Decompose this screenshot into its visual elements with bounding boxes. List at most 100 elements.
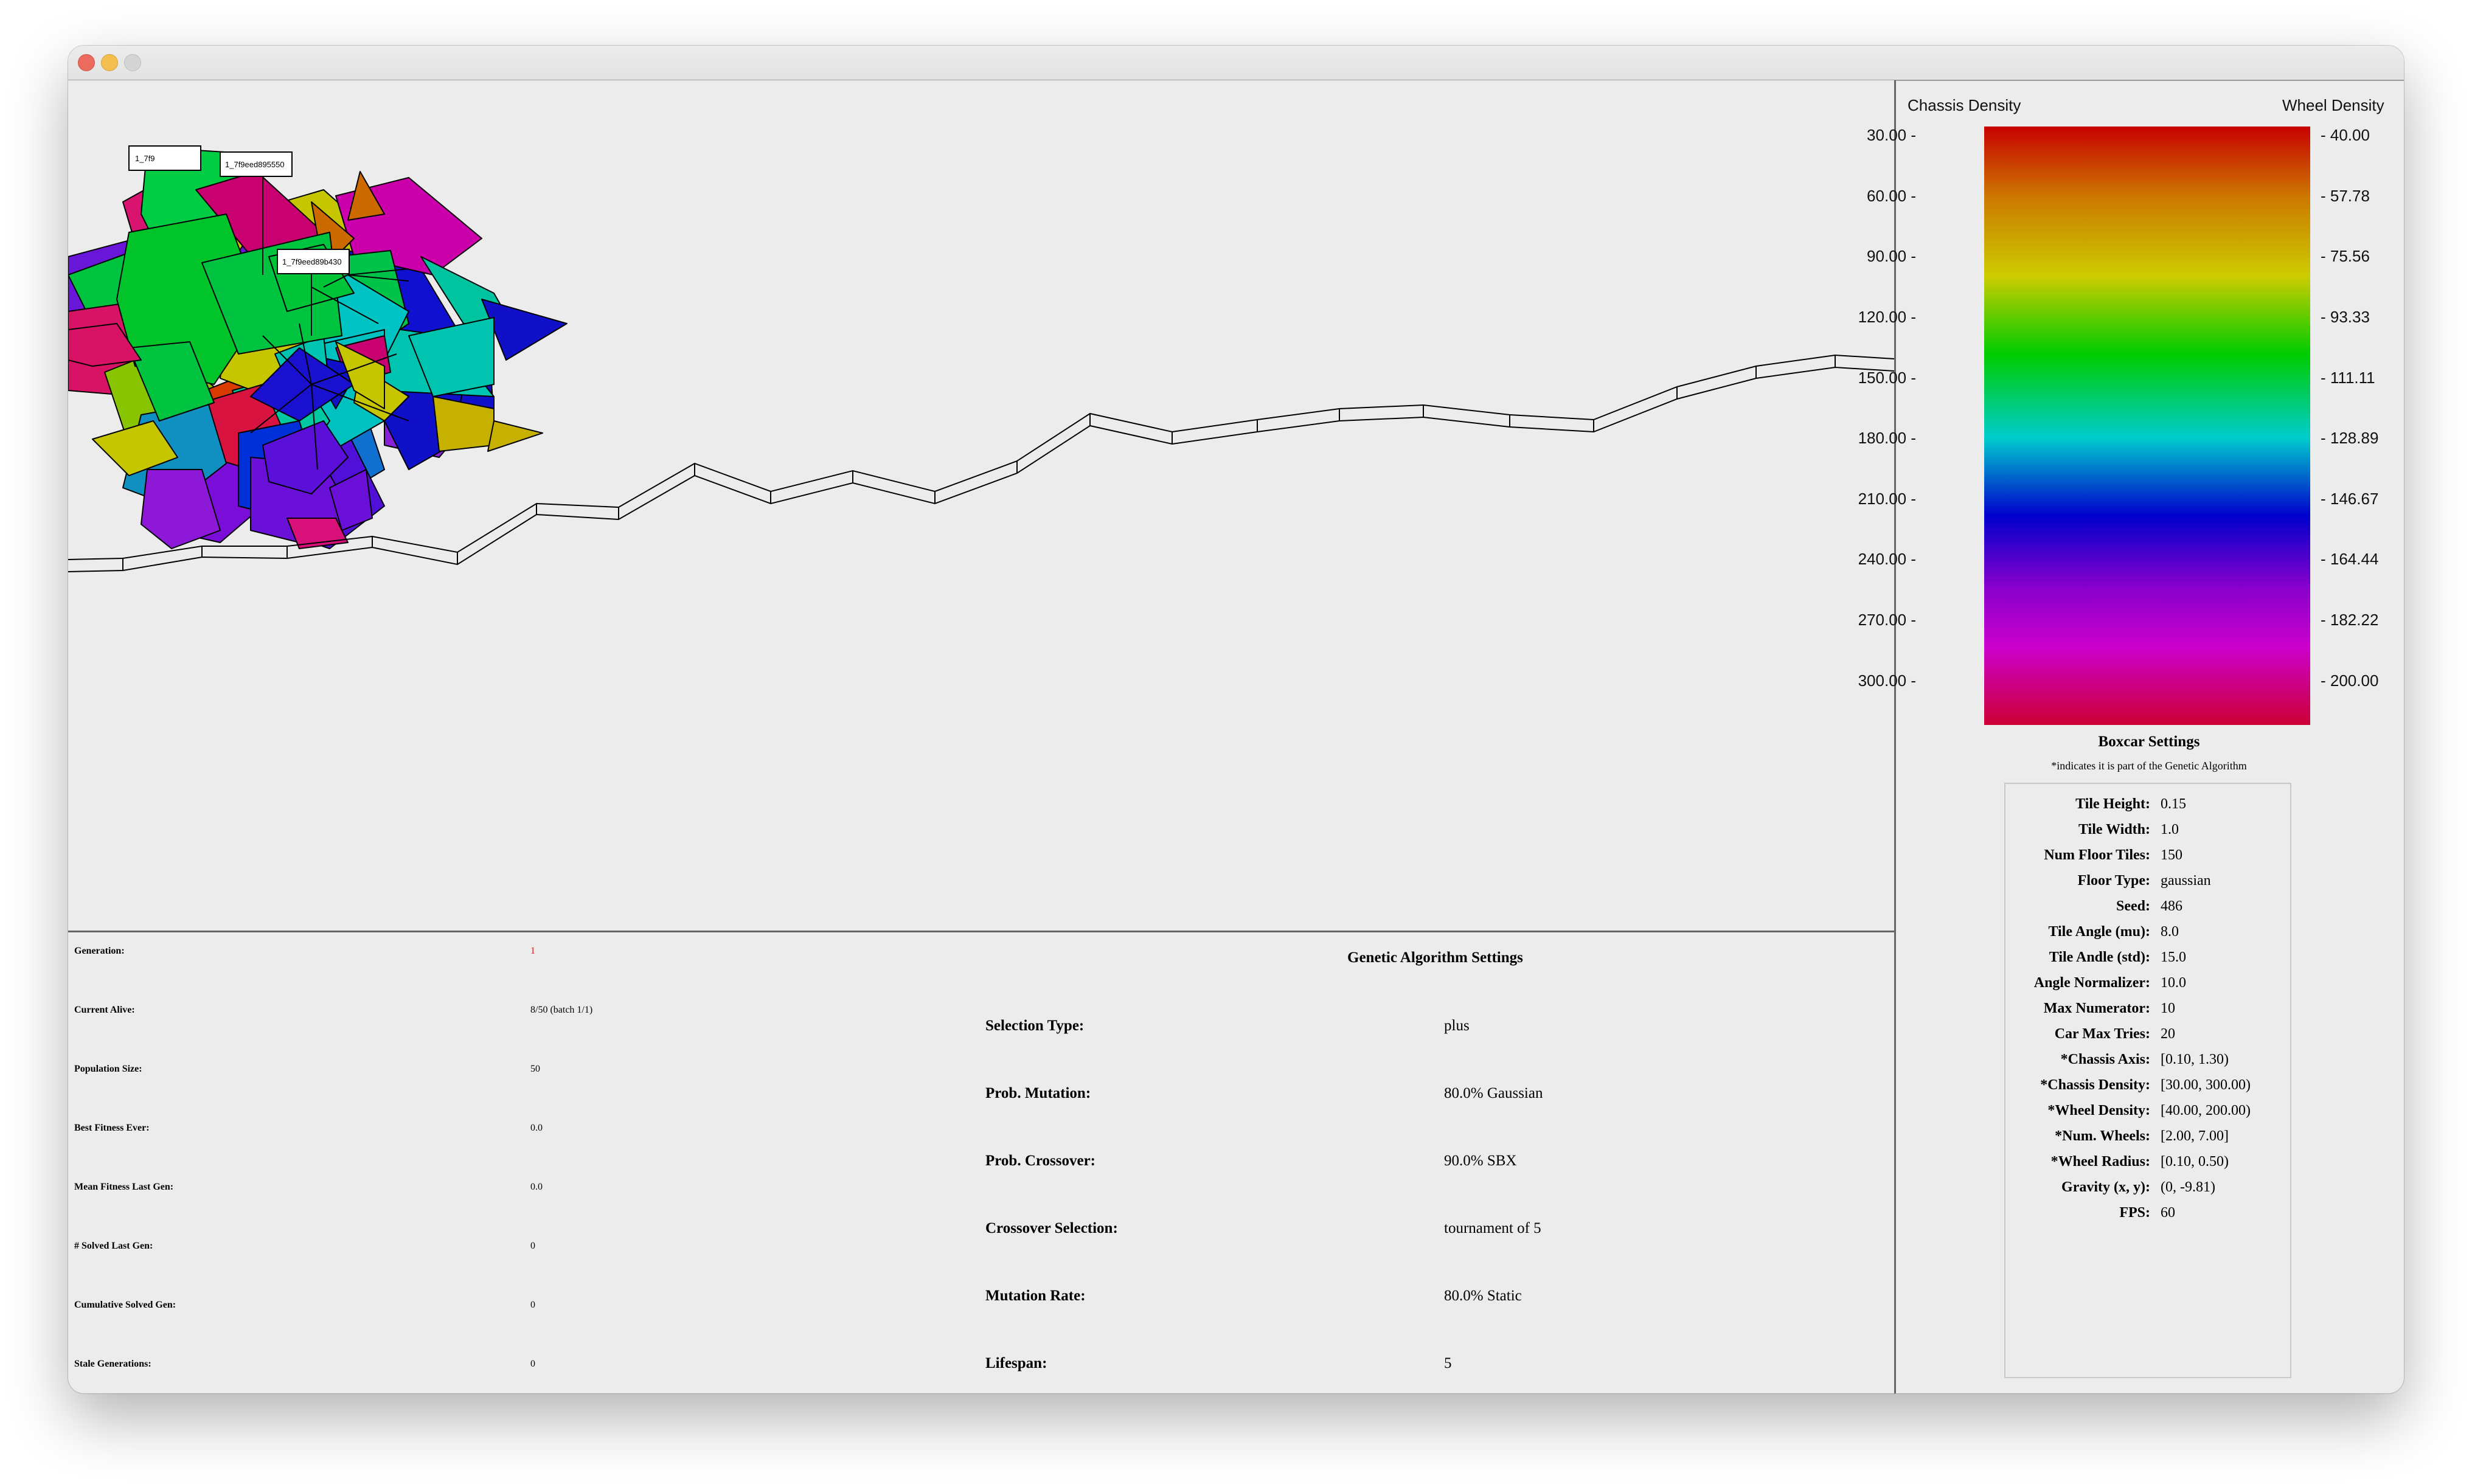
car-spoke bbox=[311, 353, 397, 385]
wheel-tick: - 75.56 bbox=[2321, 247, 2370, 265]
crossover-selection-label: Crossover Selection: bbox=[985, 1220, 1118, 1236]
chassis-tick: 300.00 - bbox=[1858, 671, 1916, 690]
stale-generations-label: Stale Generations: bbox=[74, 1359, 151, 1369]
simulation-scene: 1_7f9 1_7f9eed895550 1_7f9eed89b430 bbox=[68, 145, 1894, 572]
setting-label: Angle Normalizer: bbox=[2033, 975, 2150, 991]
prob-mutation-label: Prob. Mutation: bbox=[985, 1085, 1091, 1101]
setting-value: [0.10, 0.50) bbox=[2161, 1154, 2229, 1170]
close-window-button[interactable] bbox=[78, 54, 95, 71]
minimize-window-button[interactable] bbox=[101, 54, 118, 71]
stale-generations-value: 0 bbox=[530, 1359, 535, 1369]
setting-label: Floor Type: bbox=[2077, 873, 2150, 889]
setting-value: gaussian bbox=[2161, 873, 2211, 889]
chassis-tick: 30.00 - bbox=[1867, 126, 1916, 144]
simulation-canvas: 1_7f9 1_7f9eed895550 1_7f9eed89b430 bbox=[68, 80, 1894, 931]
car-chassis-part bbox=[408, 317, 495, 397]
track-tile-joints bbox=[122, 355, 1836, 570]
car-spoke bbox=[311, 286, 379, 324]
track-bottom-edge bbox=[68, 366, 1894, 572]
chassis-tick: 150.00 - bbox=[1858, 369, 1916, 387]
car-label-box bbox=[277, 249, 350, 274]
track bbox=[68, 354, 1894, 572]
car-labels: 1_7f9 1_7f9eed895550 1_7f9eed89b430 bbox=[128, 145, 350, 274]
setting-label: FPS: bbox=[2119, 1205, 2150, 1221]
prob-crossover-label: Prob. Crossover: bbox=[985, 1153, 1095, 1169]
setting-value: (0, -9.81) bbox=[2161, 1179, 2215, 1195]
setting-label: Tile Angle (mu): bbox=[2048, 924, 2150, 940]
mutation-rate-label: Mutation Rate: bbox=[985, 1288, 1086, 1304]
car-spoke bbox=[250, 384, 312, 434]
car-chassis-part bbox=[68, 323, 142, 367]
prob-mutation-value: 80.0% Gaussian bbox=[1444, 1085, 1543, 1101]
setting-label: *Chassis Density: bbox=[2040, 1077, 2150, 1093]
setting-label: *Wheel Radius: bbox=[2050, 1154, 2150, 1170]
car-chassis-part bbox=[347, 171, 385, 221]
best-fitness-label: Best Fitness Ever: bbox=[74, 1123, 150, 1133]
setting-label: Seed: bbox=[2116, 898, 2150, 914]
setting-value: 10.0 bbox=[2161, 975, 2186, 991]
solved-last-gen-label: # Solved Last Gen: bbox=[74, 1241, 153, 1251]
wheel-tick: - 182.22 bbox=[2321, 611, 2379, 629]
setting-value: 10 bbox=[2161, 1000, 2175, 1016]
prob-crossover-value: 90.0% SBX bbox=[1444, 1153, 1517, 1169]
solved-last-gen-value: 0 bbox=[530, 1241, 535, 1251]
car-label: 1_7f9eed895550 bbox=[225, 160, 285, 169]
setting-label: Tile Height: bbox=[2075, 796, 2150, 812]
setting-value: 15.0 bbox=[2161, 949, 2186, 965]
car-chassis-part bbox=[487, 420, 543, 452]
boxcar-settings-box bbox=[2004, 783, 2291, 1378]
setting-label: Car Max Tries: bbox=[2054, 1026, 2150, 1042]
car-spoke bbox=[311, 384, 318, 470]
vertical-divider bbox=[1894, 80, 1896, 1393]
car-cluster bbox=[68, 147, 568, 549]
boxcar-settings-subtitle: *indicates it is part of the Genetic Alg… bbox=[2051, 760, 2247, 772]
setting-label: Num Floor Tiles: bbox=[2044, 847, 2150, 863]
setting-label: Tile Width: bbox=[2078, 822, 2150, 837]
car-chassis-part bbox=[262, 420, 349, 494]
car-spoke bbox=[299, 323, 312, 385]
crossover-selection-value: tournament of 5 bbox=[1444, 1220, 1541, 1236]
ga-settings-title: Genetic Algorithm Settings bbox=[1347, 949, 1523, 966]
car-chassis-part bbox=[335, 341, 385, 409]
chassis-tick: 240.00 - bbox=[1858, 550, 1916, 568]
setting-label: Max Numerator: bbox=[2043, 1000, 2150, 1016]
car-label-box bbox=[128, 145, 201, 171]
car-spoke bbox=[262, 335, 312, 385]
car-chassis-part bbox=[250, 347, 355, 421]
selection-type-value: plus bbox=[1444, 1018, 1470, 1034]
setting-value: 1.0 bbox=[2161, 822, 2179, 837]
title-bar[interactable] bbox=[68, 46, 2404, 81]
zoom-window-button[interactable] bbox=[124, 54, 141, 71]
setting-value: [2.00, 7.00] bbox=[2161, 1128, 2229, 1144]
car-chassis-part bbox=[329, 469, 373, 531]
setting-value: 0.15 bbox=[2161, 796, 2186, 812]
current-alive-value: 8/50 (batch 1/1) bbox=[530, 1005, 593, 1015]
wheel-tick: - 93.33 bbox=[2321, 308, 2370, 326]
colorbar-gradient bbox=[1984, 127, 2310, 725]
setting-value: [40.00, 200.00) bbox=[2161, 1103, 2251, 1118]
setting-label: *Chassis Axis: bbox=[2060, 1052, 2150, 1067]
chassis-tick: 270.00 - bbox=[1858, 611, 1916, 629]
setting-label: *Num. Wheels: bbox=[2055, 1128, 2150, 1144]
car-label: 1_7f9eed89b430 bbox=[282, 257, 342, 266]
boxcar-settings-title: Boxcar Settings bbox=[2098, 733, 2200, 750]
setting-value: 486 bbox=[2161, 898, 2182, 914]
wheel-tick: - 164.44 bbox=[2321, 550, 2379, 568]
horizontal-divider bbox=[68, 931, 1894, 932]
setting-value: [30.00, 300.00) bbox=[2161, 1077, 2251, 1093]
cumulative-solved-value: 0 bbox=[530, 1300, 535, 1310]
track-top-edge bbox=[68, 354, 1894, 560]
lifespan-value: 5 bbox=[1444, 1355, 1452, 1371]
wheel-tick: - 128.89 bbox=[2321, 429, 2379, 447]
chassis-tick: 60.00 - bbox=[1867, 187, 1916, 205]
car-spoke bbox=[347, 268, 409, 276]
mean-fitness-label: Mean Fitness Last Gen: bbox=[74, 1182, 174, 1192]
car-spoke bbox=[311, 384, 409, 421]
selection-type-label: Selection Type: bbox=[985, 1018, 1085, 1034]
car-label: 1_7f9 bbox=[135, 154, 155, 163]
population-size-label: Population Size: bbox=[74, 1064, 142, 1074]
setting-label: Gravity (x, y): bbox=[2061, 1179, 2150, 1195]
chassis-tick: 180.00 - bbox=[1858, 429, 1916, 447]
car-spoke bbox=[323, 274, 349, 288]
current-alive-label: Current Alive: bbox=[74, 1005, 135, 1015]
